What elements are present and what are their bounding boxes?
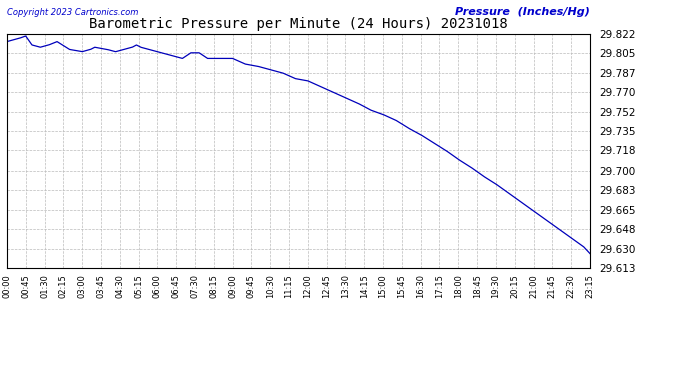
Title: Barometric Pressure per Minute (24 Hours) 20231018: Barometric Pressure per Minute (24 Hours… <box>89 17 508 31</box>
Text: Copyright 2023 Cartronics.com: Copyright 2023 Cartronics.com <box>7 8 138 17</box>
Text: Pressure  (Inches/Hg): Pressure (Inches/Hg) <box>455 8 590 17</box>
